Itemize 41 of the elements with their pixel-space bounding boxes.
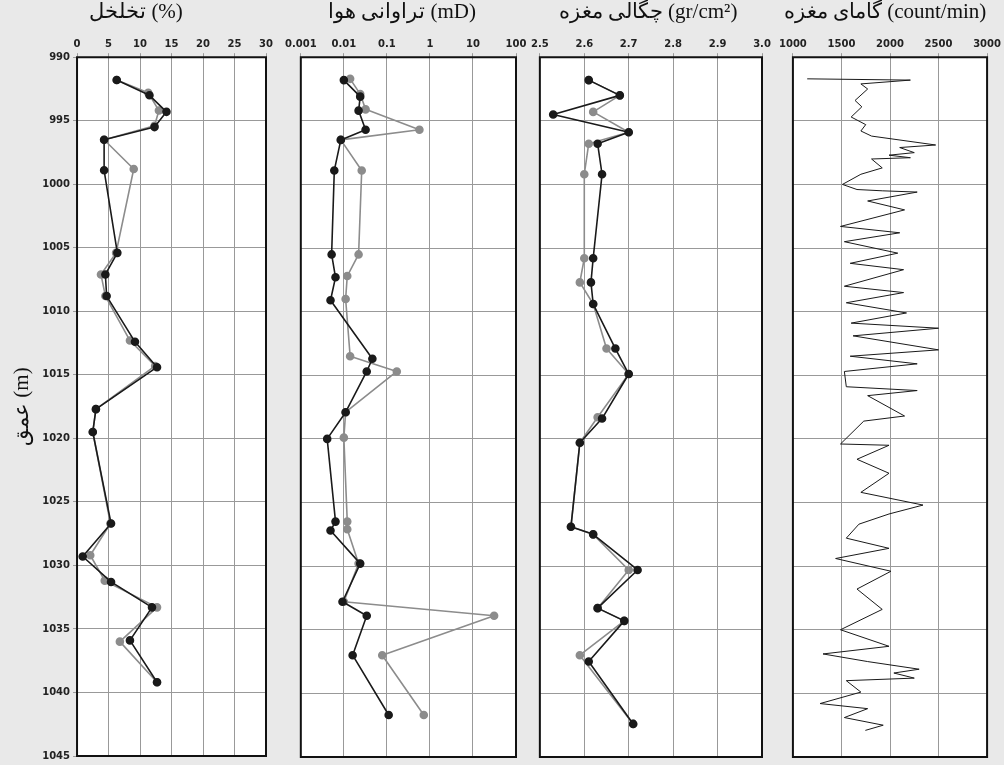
x-tick-label: 1 [426,37,434,49]
x-tick-label: 10 [133,37,148,49]
y-tick-label: 1040 [42,686,71,698]
x-tick-label: 0.001 [285,37,317,49]
x-tick-label: 100 [505,37,527,49]
x-tick-label: 0.01 [331,37,357,49]
y-tick-label: 1015 [42,368,71,380]
x-tick-label: 0 [73,37,81,49]
y-tick-label: 1005 [42,241,71,253]
x-tick-label: 1000 [778,37,807,49]
x-tick-label: 2000 [876,37,904,49]
chart-title: تخلخل (%) [89,0,183,24]
x-tick-label: 30 [259,37,273,49]
y-tick-label: 1030 [42,559,71,571]
x-tick-label: 25 [227,37,242,49]
x-tick-label: 2.5 [531,37,549,49]
y-tick-label: 990 [49,50,71,62]
y-axis-title: عمق (m) [9,367,35,446]
y-tick-label: 1035 [42,622,71,634]
x-tick-label: 1500 [827,37,856,49]
y-tick-label: 1045 [42,749,71,761]
x-tick-label: 15 [164,37,179,49]
x-tick-label: 3.0 [753,37,771,49]
y-tick-label: 1020 [42,431,71,443]
x-tick-label: 3000 [973,37,1002,49]
x-tick-label: 20 [196,37,211,49]
x-tick-label: 2.7 [619,37,638,49]
y-tick-label: 1010 [42,304,71,316]
x-tick-label: 2.8 [664,37,683,49]
chart-title: تراوانی هوا (mD) [328,0,476,25]
x-tick-label: 2.6 [575,37,594,49]
x-tick-label: 2.9 [708,37,727,49]
chart-title: گامای مغزه (count/min) [783,0,987,25]
y-tick-label: 1000 [42,177,71,189]
y-tick-label: 1025 [42,495,71,507]
x-tick-label: 5 [105,37,113,49]
x-tick-label: 2500 [924,37,953,49]
chart-title: چگالی مغزه (gr/cm²) [558,0,738,25]
x-tick-label: 10 [466,37,480,49]
x-tick-label: 0.1 [378,37,396,49]
y-tick-label: 995 [49,114,71,126]
